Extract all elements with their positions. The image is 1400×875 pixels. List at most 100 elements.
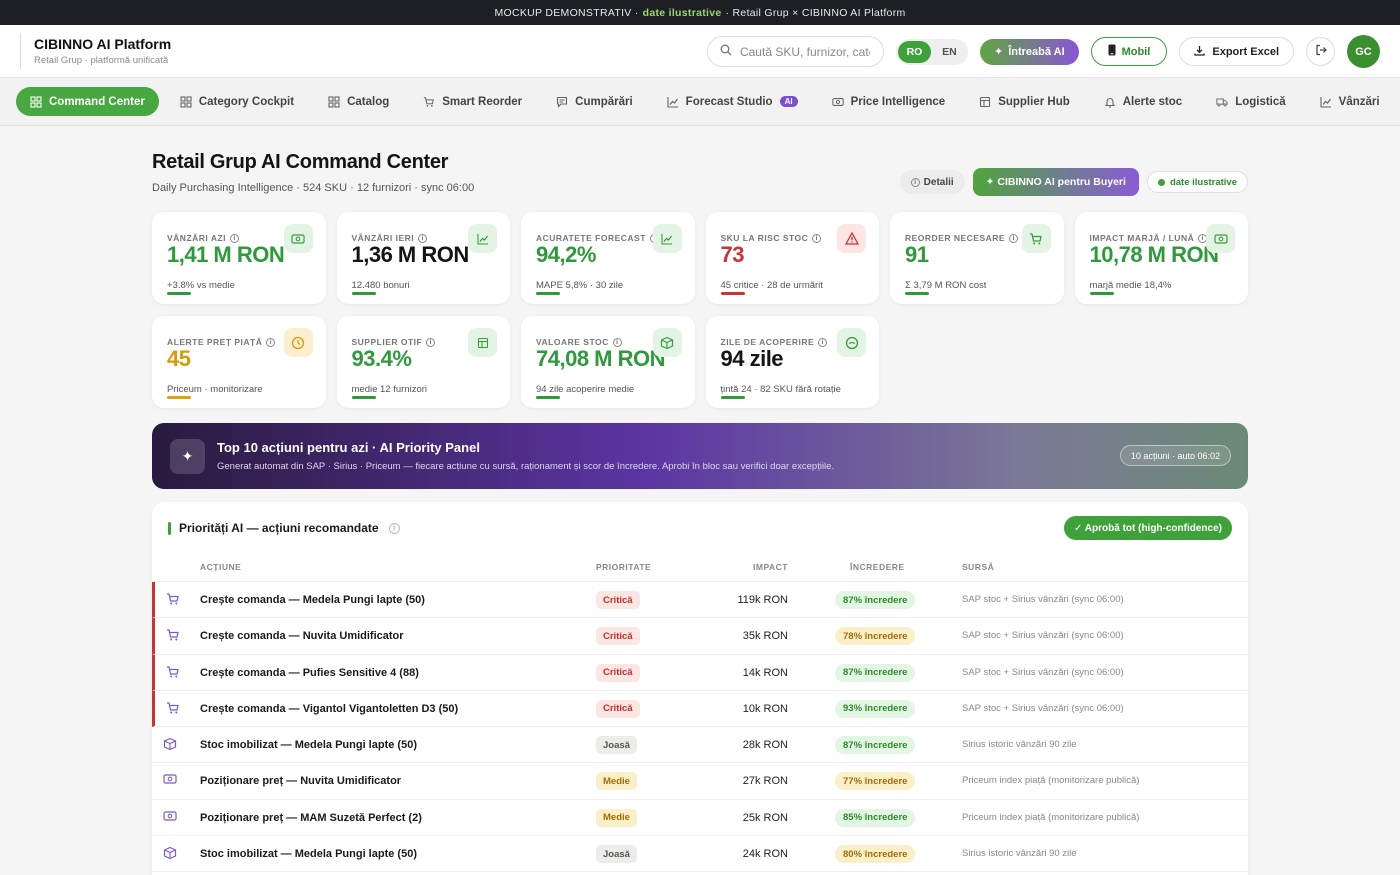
- table-row[interactable]: Crește comanda — Medela Pungi lapte (50)…: [152, 582, 1248, 619]
- confidence-badge: 87% încredere: [835, 736, 916, 755]
- status-dot-icon: [1157, 178, 1165, 186]
- kpi-note: marjă medie 18,4%: [1089, 280, 1172, 291]
- kpi-card[interactable]: SKU LA RISC STOC i 73 45 critice · 28 de ur…: [705, 212, 879, 304]
- details-button[interactable]: i Detalii: [899, 170, 965, 194]
- nav-item-category-cockpit[interactable]: Category Cockpit: [167, 87, 307, 116]
- brand[interactable]: CIBINNO AI Platform Retail Grup · platfo…: [20, 33, 171, 69]
- grid-icon: [328, 95, 340, 108]
- kpi-card[interactable]: SUPPLIER OTIF i 93.4% medie 12 furnizori: [336, 316, 510, 408]
- lang-en-button[interactable]: EN: [942, 45, 957, 58]
- info-icon[interactable]: i: [818, 337, 828, 347]
- chat-icon: [556, 96, 568, 108]
- kpi-value: 91: [905, 242, 929, 267]
- impact-value: 14k RON: [742, 666, 788, 679]
- kpi-card[interactable]: REORDER NECESARE i 91 Σ 3,79 M RON cost: [890, 212, 1064, 304]
- priority-badge: Critică: [596, 699, 640, 718]
- clock-icon: [283, 328, 313, 357]
- buyer-ai-button[interactable]: ✦ CIBINNO AI pentru Buyeri: [972, 168, 1139, 196]
- table-row[interactable]: Crește comanda — Pufies Sensitive 4 (88)…: [152, 654, 1248, 691]
- col-priority[interactable]: PRIORITATE: [596, 562, 652, 572]
- info-icon[interactable]: i: [812, 233, 822, 243]
- info-icon[interactable]: i: [426, 337, 436, 347]
- kpi-label-text: REORDER NECESARE: [905, 233, 1006, 243]
- info-icon[interactable]: i: [612, 337, 622, 347]
- approve-all-button[interactable]: ✓ Aprobă tot (high-confidence): [1064, 516, 1232, 540]
- kpi-card[interactable]: ZILE DE ACOPERIRE i 94 zile țintă 24 · 82 S…: [705, 316, 879, 408]
- action-text: Crește comanda — Nuvita Umidificator: [200, 630, 404, 643]
- page-subtitle: Daily Purchasing Intelligence · 524 SKU …: [152, 182, 475, 194]
- table-row[interactable]: Crește comanda — Nuvita Umidificator Crit…: [152, 618, 1248, 655]
- priority-badge: Joasă: [596, 845, 637, 864]
- table-row[interactable]: Crește comanda — Vigantol Vigantoletten …: [152, 690, 1248, 728]
- nav-item-command-center[interactable]: Command Center: [16, 87, 159, 116]
- ai-panel-subtitle: Generat automat din SAP · Sirius · Price…: [217, 461, 835, 472]
- cart-icon: [166, 592, 180, 606]
- table-row[interactable]: Stoc imobilizat — Medela Pungi lapte (50…: [152, 836, 1248, 873]
- kpi-note: țintă 24 · 82 SKU fără rotație: [720, 384, 841, 395]
- info-icon[interactable]: i: [1009, 233, 1019, 243]
- info-icon[interactable]: i: [266, 337, 276, 347]
- kpi-value: 93.4%: [351, 346, 412, 371]
- kpi-card[interactable]: VÂNZĂRI IERI i 1,36 M RON 12.480 bonuri: [336, 212, 510, 304]
- col-action[interactable]: ACȚIUNE: [200, 562, 242, 572]
- info-icon[interactable]: i: [388, 522, 400, 534]
- kpi-card[interactable]: ALERTE PREȚ PIAȚĂ i 45 Priceum · monitoriza…: [152, 316, 326, 408]
- cart-icon: [1021, 224, 1051, 253]
- chart-icon: [1320, 96, 1332, 108]
- kpi-label: REORDER NECESARE i: [905, 233, 1019, 243]
- page-title: Retail Grup AI Command Center: [152, 151, 449, 173]
- lang-ro-button[interactable]: RO: [897, 40, 931, 63]
- impact-value: 35k RON: [742, 630, 788, 643]
- table-row[interactable]: Poziționare preț — MAM Suzetă Perfect (2…: [152, 800, 1248, 837]
- info-icon[interactable]: i: [418, 233, 428, 243]
- mobile-button[interactable]: Mobil: [1090, 37, 1168, 66]
- chart-icon: [667, 96, 679, 108]
- phone-icon: [1108, 44, 1116, 59]
- nav-label: Supplier Hub: [998, 95, 1070, 108]
- info-icon[interactable]: i: [230, 233, 240, 243]
- kpi-card[interactable]: VÂNZĂRI AZI i 1,41 M RON +3.8% vs medie: [152, 212, 326, 304]
- action-text: Stoc imobilizat — Medela Pungi lapte (50…: [200, 848, 417, 861]
- table-row[interactable]: Stoc imobilizat — Medela Pungi lapte (50…: [152, 727, 1248, 764]
- kpi-card[interactable]: VALOARE STOC i 74,08 M RON 94 zile acoperir…: [521, 316, 695, 408]
- kpi-note: 45 critice · 28 de urmărit: [720, 280, 823, 291]
- source-text: Sirius istoric vânzări 90 zile: [962, 739, 1077, 751]
- kpi-grid: VÂNZĂRI AZI i 1,41 M RON +3.8% vs medie VÂNZ…: [152, 212, 1248, 408]
- kpi-accent-bar: [167, 292, 191, 295]
- nav-item-logistica[interactable]: Logistică: [1203, 87, 1298, 116]
- nav-item-price-intelligence[interactable]: Price Intelligence: [819, 87, 959, 116]
- nav-label: Logistică: [1235, 95, 1286, 108]
- logout-button[interactable]: [1306, 37, 1335, 66]
- col-impact[interactable]: IMPACT: [753, 562, 788, 572]
- kpi-accent-bar: [905, 292, 929, 295]
- action-text: Poziționare preț — MAM Suzetă Perfect (2…: [200, 811, 422, 824]
- cash-icon: [163, 773, 177, 787]
- kpi-note: 12.480 bonuri: [351, 280, 410, 291]
- kpi-label-text: IMPACT MARJĂ / LUNĂ: [1089, 233, 1195, 243]
- nav-item-supplier-hub[interactable]: Supplier Hub: [966, 87, 1083, 116]
- action-text: Crește comanda — Medela Pungi lapte (50): [200, 594, 425, 606]
- col-confidence[interactable]: ÎNCREDERE: [850, 562, 905, 572]
- confidence-badge: 93% încredere: [835, 699, 916, 718]
- kpi-label: ALERTE PREȚ PIAȚĂ i: [167, 337, 276, 347]
- nav-item-forecast-studio[interactable]: Forecast Studio AI: [654, 87, 811, 116]
- nav-item-catalog[interactable]: Catalog: [315, 87, 402, 116]
- export-excel-button[interactable]: Export Excel: [1179, 37, 1294, 66]
- user-avatar[interactable]: GC: [1347, 35, 1380, 68]
- kpi-card[interactable]: IMPACT MARJĂ / LUNĂ i 10,78 M RON marjă med…: [1074, 212, 1248, 304]
- nav-item-smart-reorder[interactable]: Smart Reorder: [410, 87, 535, 116]
- language-toggle[interactable]: RO EN: [895, 38, 968, 65]
- nav-item-cumparari[interactable]: Cumpărări: [543, 87, 646, 116]
- table-row[interactable]: Poziționare preț — Nuvita Umidificator Me…: [152, 763, 1248, 800]
- nav-item-vanzari[interactable]: Vânzări: [1307, 87, 1393, 116]
- nav-item-alerte-stoc[interactable]: Alerte stoc: [1091, 87, 1195, 116]
- action-text: Crește comanda — Vigantol Vigantoletten …: [200, 702, 459, 715]
- ask-ai-button[interactable]: ✦ Întreabă AI: [979, 38, 1079, 65]
- search-box[interactable]: [706, 36, 884, 67]
- search-input[interactable]: [739, 44, 870, 59]
- cart-icon: [423, 96, 435, 108]
- truck-icon: [1216, 96, 1228, 108]
- kpi-card[interactable]: ACURATEȚE FORECASTi94,2%MAPE 5,8% · 30 z…: [521, 212, 695, 304]
- nav-label: Forecast Studio: [685, 95, 773, 108]
- col-source[interactable]: SURSĂ: [962, 562, 995, 572]
